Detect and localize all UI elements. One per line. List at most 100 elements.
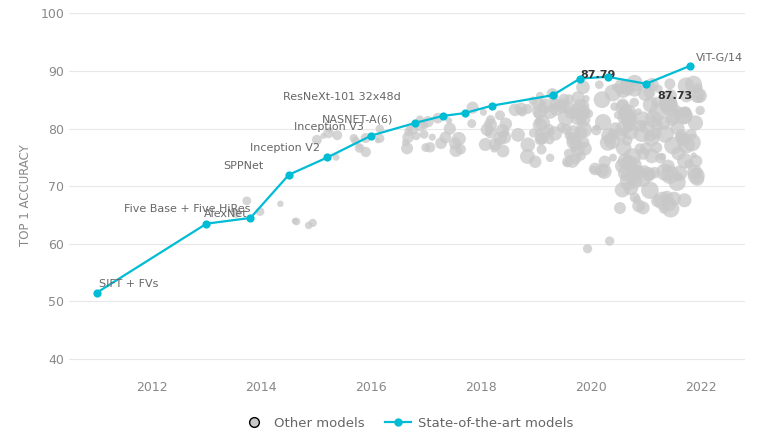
Point [664,201,676,208]
Point [644,101,657,108]
Point [680,141,693,148]
Point [636,130,648,138]
Point [647,116,660,123]
Point [620,169,632,177]
Point [659,130,671,138]
Point [437,112,449,120]
Y-axis label: TOP 1 ACCURACY: TOP 1 ACCURACY [19,144,32,246]
Point [494,112,506,119]
Point [582,110,594,117]
Point [426,134,439,141]
Point [567,133,579,140]
Point [651,198,664,205]
Point [422,118,434,125]
Point [535,136,547,143]
Text: Inception V3: Inception V3 [294,121,364,132]
Point [640,89,652,96]
Point [497,131,509,138]
Point [563,132,575,139]
Point [486,102,498,109]
Point [549,101,561,108]
Point [622,178,634,185]
Point [521,105,534,112]
Point [640,145,652,152]
Point [497,147,509,155]
Point [544,108,556,116]
Point [675,132,687,139]
Point [637,204,649,211]
Point [616,186,628,194]
Point [558,95,570,103]
Point [674,134,687,141]
Point [663,99,675,106]
Point [536,119,548,126]
Point [508,106,521,113]
Point [532,100,545,108]
Point [592,168,604,175]
Point [609,125,621,132]
Point [572,94,584,101]
Point [596,96,608,103]
Point [579,145,591,152]
Point [512,131,525,138]
Point [660,195,672,202]
Point [539,131,551,138]
Point [662,99,674,106]
Point [580,95,592,102]
Point [690,172,703,179]
Point [648,169,660,177]
Point [528,129,540,137]
Point [572,146,584,154]
Point [677,136,690,143]
Point [603,132,615,139]
Point [353,144,366,151]
Point [544,136,556,143]
Point [689,169,701,176]
Point [330,154,343,161]
Point [621,106,634,113]
Point [349,138,362,145]
Point [534,92,546,99]
Point [664,171,676,178]
Point [666,116,678,123]
Point [532,118,545,125]
Point [692,85,704,92]
Point [535,146,548,153]
Point [449,140,462,147]
Point [230,210,243,217]
Point [323,129,335,137]
Point [640,80,652,87]
Point [527,97,539,104]
Point [685,131,697,138]
Point [521,153,534,160]
Point [283,171,295,178]
Point [607,89,619,96]
Point [616,162,628,169]
Point [290,218,303,225]
Point [644,187,656,194]
Point [652,108,664,115]
Point [650,144,663,151]
Point [534,108,546,115]
Point [442,117,455,124]
Point [671,125,684,132]
Point [628,99,641,106]
Point [359,148,372,155]
Point [633,202,645,210]
Point [498,134,511,141]
Point [606,130,618,137]
Text: Five Base + Five HiRes: Five Base + Five HiRes [124,204,250,214]
Point [690,158,702,165]
Point [637,116,649,123]
Point [557,102,569,109]
Point [403,125,415,132]
Point [657,197,669,204]
Point [667,112,680,120]
Point [690,119,702,126]
Point [596,167,608,174]
Point [624,128,637,135]
Point [574,102,586,109]
Point [419,144,432,151]
Point [409,119,422,126]
Point [680,93,693,100]
